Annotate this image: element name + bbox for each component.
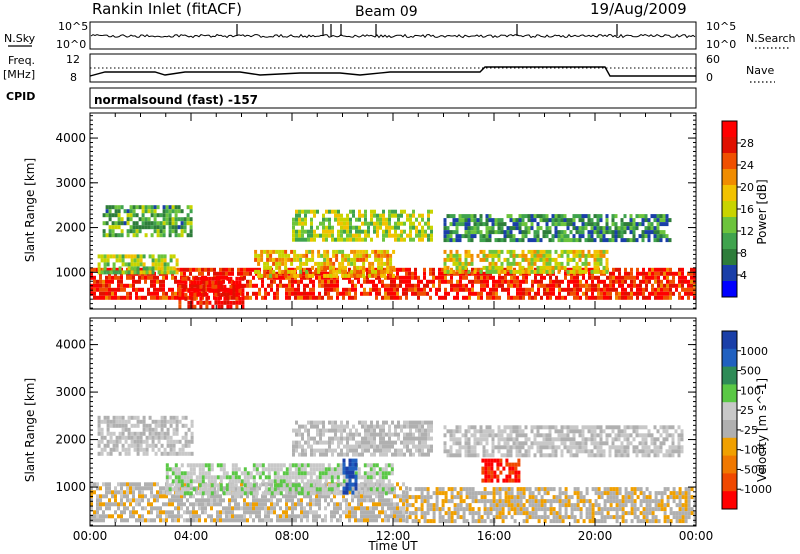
x-tick-label: 08:00 bbox=[275, 529, 310, 543]
data-band bbox=[178, 276, 245, 309]
y-tick-label: 3000 bbox=[55, 385, 86, 399]
power-colorbar-label: Power [dB] bbox=[755, 179, 769, 244]
velocity-colorbar-label: Velocity [m s^-1] bbox=[755, 378, 769, 482]
colorbar-tick-label: 25 bbox=[740, 404, 754, 417]
noise-panel bbox=[89, 21, 697, 50]
noise-left-tick-top: 10^5 bbox=[58, 20, 88, 33]
x-tick-label: 16:00 bbox=[477, 529, 512, 543]
nsky-label: N.Sky bbox=[4, 32, 36, 45]
colorbar-tick-label: 8 bbox=[740, 247, 747, 260]
data-band bbox=[481, 458, 521, 483]
colorbar-tick-label: 24 bbox=[740, 159, 754, 172]
freq-label: Freq. bbox=[8, 54, 35, 67]
y-tick-label: 2000 bbox=[55, 433, 86, 447]
cpid-text: normalsound (fast) -157 bbox=[94, 93, 258, 107]
x-tick-label: 00:00 bbox=[73, 529, 108, 543]
colorbar-tick-label: 500 bbox=[740, 365, 761, 378]
noise-right-tick-top: 10^5 bbox=[706, 20, 736, 33]
colorbar-tick-label: 28 bbox=[740, 137, 754, 150]
y-tick-label: 3000 bbox=[55, 176, 86, 190]
y-tick-label: 2000 bbox=[55, 221, 86, 235]
freq-tick-bottom: 8 bbox=[70, 71, 77, 84]
data-band bbox=[97, 415, 194, 456]
velocity-heatmap: 1000 2000 3000 4000 00:00 04:00 08:00 12:00 16:0… bbox=[55, 317, 772, 543]
y-tick-label: 4000 bbox=[55, 131, 86, 145]
power-ylabel: Slant Range [km] bbox=[23, 158, 37, 262]
frequency-trace bbox=[89, 66, 696, 77]
xaxis-label: Time UT bbox=[367, 539, 418, 553]
x-tick-label: 00:00 bbox=[679, 529, 714, 543]
nsearch-label: N.Search bbox=[746, 32, 796, 45]
data-band bbox=[292, 209, 433, 242]
colorbar: 28 24 20 16 12 8 4 bbox=[721, 120, 754, 298]
cpid-panel bbox=[89, 87, 697, 109]
y-tick-label: 4000 bbox=[55, 338, 86, 352]
data-band bbox=[102, 205, 193, 238]
data-band bbox=[443, 425, 684, 458]
cpid-label: CPID bbox=[6, 90, 35, 103]
data-band bbox=[292, 420, 433, 457]
colorbar-tick-label: 20 bbox=[740, 181, 754, 194]
colorbar-tick-label: 12 bbox=[740, 225, 754, 238]
nave-label: Nave bbox=[746, 64, 774, 77]
data-band bbox=[405, 487, 697, 524]
colorbar-tick-label: 4 bbox=[740, 269, 747, 282]
freq-tick-top: 12 bbox=[66, 53, 80, 66]
data-band bbox=[90, 482, 408, 523]
noise-left-tick-bottom: 10^0 bbox=[56, 38, 86, 51]
nave-tick-bottom: 0 bbox=[706, 71, 713, 84]
y-tick-label: 1000 bbox=[55, 265, 86, 279]
date-label: 19/Aug/2009 bbox=[590, 0, 687, 18]
data-band bbox=[443, 249, 609, 274]
colorbar-tick-label: 100 bbox=[740, 384, 761, 397]
x-tick-label: 20:00 bbox=[578, 529, 613, 543]
data-band bbox=[97, 254, 179, 275]
noise-right-tick-bottom: 10^0 bbox=[706, 38, 736, 51]
x-tick-label: 12:00 bbox=[376, 529, 411, 543]
velocity-ylabel: Slant Range [km] bbox=[23, 378, 37, 482]
x-tick-label: 04:00 bbox=[174, 529, 209, 543]
colorbar-tick-label: -100 bbox=[740, 444, 765, 457]
power-heatmap: 1000 2000 3000 4000 28 24 20 16 12 8 4 bbox=[55, 112, 754, 310]
colorbar-tick-label: 16 bbox=[740, 203, 754, 216]
colorbar-tick-label: -1000 bbox=[740, 483, 772, 496]
colorbar-tick-label: -500 bbox=[740, 463, 765, 476]
noise-trace bbox=[90, 24, 696, 39]
freq-unit-label: [MHz] bbox=[3, 68, 35, 81]
data-band bbox=[342, 458, 358, 495]
data-band bbox=[254, 249, 396, 278]
data-band bbox=[165, 463, 394, 496]
station-title: Rankin Inlet (fitACF) bbox=[92, 0, 242, 18]
y-tick-label: 1000 bbox=[55, 480, 86, 494]
colorbar-tick-label: -25 bbox=[740, 424, 758, 437]
data-band bbox=[443, 214, 672, 243]
colorbar-tick-label: 1000 bbox=[740, 345, 768, 358]
beam-label: Beam 09 bbox=[355, 4, 418, 20]
nave-tick-top: 60 bbox=[706, 53, 720, 66]
colorbar: 1000 500 100 25 -25 -100 -500 -1000 bbox=[721, 330, 772, 510]
